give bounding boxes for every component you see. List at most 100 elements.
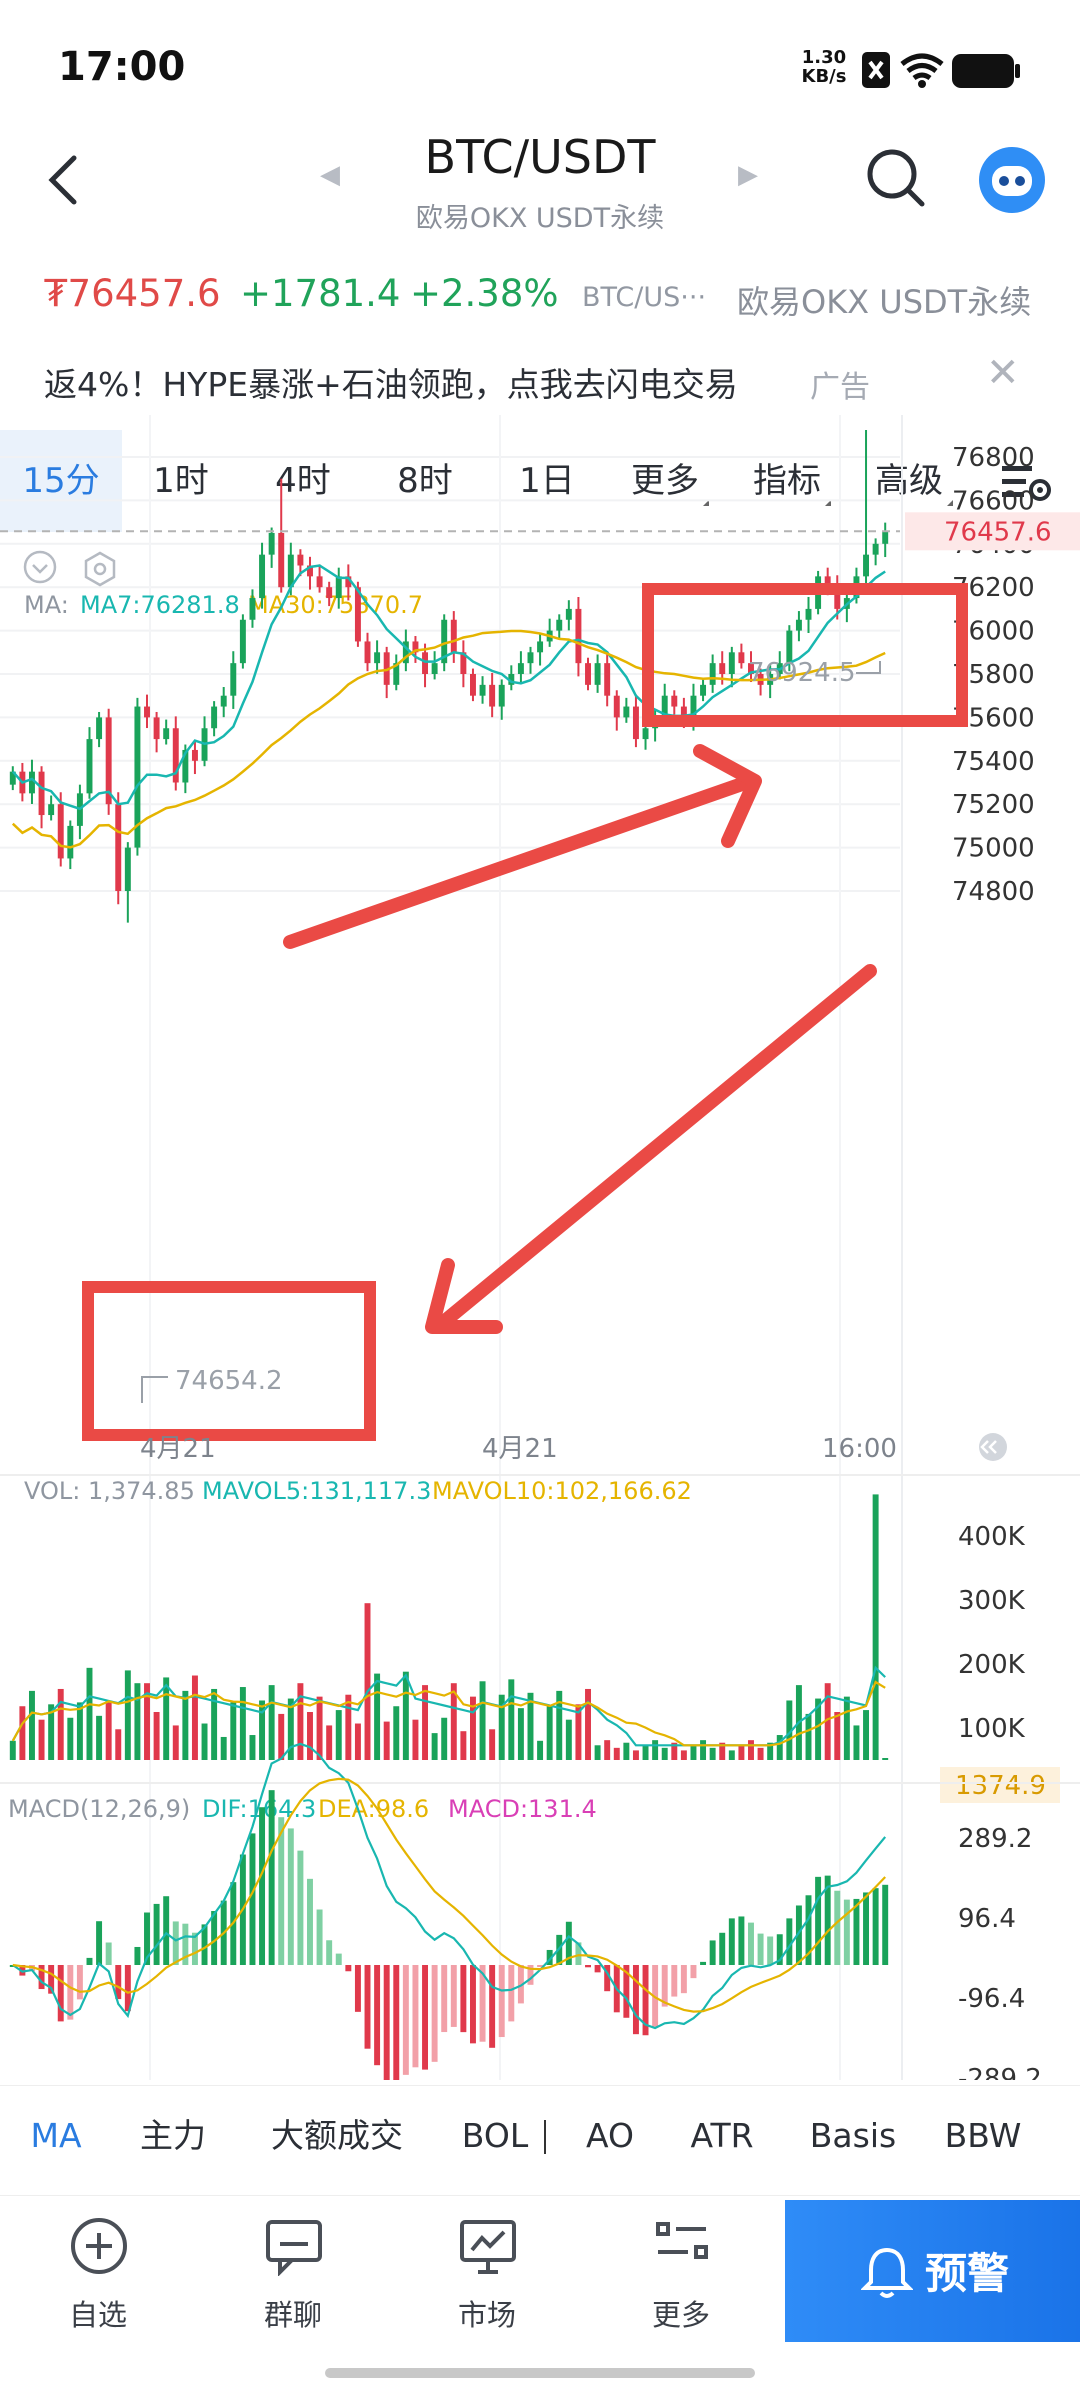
ind-tab-basis[interactable]: Basis: [809, 2116, 897, 2155]
macd-bar: [393, 1965, 400, 2080]
search-icon[interactable]: [864, 146, 928, 210]
candle: [460, 652, 467, 674]
macd-bar: [134, 1946, 141, 1965]
tab-1d[interactable]: 1日: [519, 461, 575, 501]
volume-bar: [86, 1667, 93, 1760]
annotation-low-box: [82, 1281, 376, 1441]
macd-bar: [153, 1903, 160, 1965]
macd-tick-1: 289.2: [958, 1824, 1032, 1854]
tab-4h[interactable]: 4时: [275, 461, 331, 501]
nav-watchlist-label: 自选: [68, 2298, 127, 2332]
candle: [383, 652, 390, 685]
candle: [613, 695, 620, 718]
volume-bar: [96, 1715, 103, 1760]
candle: [537, 641, 544, 653]
candle: [623, 706, 630, 718]
macd-bar: [757, 1933, 764, 1965]
candle: [134, 706, 141, 848]
ind-tab-ma[interactable]: MA: [30, 2116, 82, 2155]
candle: [834, 587, 841, 609]
volume-bar: [690, 1745, 697, 1760]
prev-pair-icon[interactable]: ◀: [320, 160, 340, 190]
ad-tag: 广告: [810, 370, 870, 405]
tab-advanced[interactable]: 高级: [874, 430, 954, 532]
volume-bar: [249, 1735, 256, 1760]
tab-indicators[interactable]: 指标: [752, 430, 832, 532]
volume-bar: [364, 1603, 371, 1760]
add-favorite-icon: [71, 2218, 127, 2274]
alert-button[interactable]: 预警: [785, 2200, 1080, 2342]
mavol10-value: MAVOL10:102,166.62: [432, 1477, 692, 1505]
volume-bar: [57, 1688, 64, 1760]
volume-bar: [469, 1696, 476, 1760]
macd-bar: [201, 1924, 208, 1965]
volume-bar: [815, 1698, 822, 1760]
timeframe-tabs: 15分 1时 4时 8时 1日 更多 指标 高级: [0, 430, 1080, 532]
volume-bar: [863, 1710, 870, 1760]
high-price-label: 76924.5: [748, 658, 856, 688]
macd-bar: [460, 1965, 467, 2033]
candle: [872, 543, 879, 555]
candlestick-chart[interactable]: MA: MA7:76281.8 MA30:75870.7 76800766007…: [0, 350, 1080, 2080]
ind-tab-main[interactable]: 主力: [140, 2116, 206, 2155]
ind-tab-big-trades[interactable]: 大额成交: [271, 2116, 403, 2155]
macd-bar: [105, 1942, 112, 1965]
macd-bar: [834, 1890, 841, 1965]
avatar[interactable]: [978, 146, 1046, 214]
tab-1h[interactable]: 1时: [153, 461, 209, 501]
more-options-icon: [656, 2222, 708, 2259]
page-title: BTC/USDT: [424, 130, 656, 184]
pair-short-name: BTC/US···: [582, 282, 707, 313]
volume-bar: [632, 1750, 639, 1760]
candle: [211, 706, 218, 729]
tab-15m[interactable]: 15分: [0, 430, 122, 532]
nav-more[interactable]: 更多: [606, 2196, 756, 2351]
nav-watchlist[interactable]: 自选: [23, 2196, 173, 2351]
ind-tab-bbw[interactable]: BBW: [944, 2116, 1022, 2155]
next-pair-icon[interactable]: ▶: [738, 160, 758, 190]
volume-bar: [882, 1758, 889, 1760]
volume-bar: [230, 1702, 237, 1760]
network-speed-value: 1.30: [801, 47, 847, 68]
tab-more[interactable]: 更多: [630, 430, 710, 532]
ad-banner-text[interactable]: 返4%！HYPE暴涨+石油领跑，点我去闪电交易: [44, 365, 738, 404]
macd-bar: [450, 1965, 457, 2027]
chart-settings-icon[interactable]: [1000, 462, 1052, 502]
macd-label: MACD(12,26,9): [8, 1795, 190, 1823]
annotation-arrow-down: [433, 964, 877, 1332]
volume-bar: [719, 1742, 726, 1760]
candle: [144, 706, 150, 718]
ind-tab-atr[interactable]: ATR: [690, 2116, 754, 2155]
network-speed: 1.30 KB/s: [797, 48, 851, 86]
close-icon[interactable]: ✕: [986, 350, 1020, 396]
volume-bar: [211, 1688, 218, 1760]
candle: [642, 728, 649, 740]
volume-bar: [517, 1708, 524, 1760]
macd-bar: [182, 1923, 189, 1965]
nav-group-chat[interactable]: 群聊: [218, 2196, 368, 2351]
back-icon[interactable]: [44, 150, 84, 210]
chart-toolbar-icons: [23, 550, 116, 587]
nav-market[interactable]: 市场: [412, 2196, 562, 2351]
macd-bar: [307, 1878, 313, 1965]
volume-bar: [115, 1729, 122, 1760]
volume-bar: [613, 1747, 620, 1760]
volume-bar: [700, 1740, 707, 1760]
ind-tab-ao[interactable]: AO: [586, 2116, 634, 2155]
candle: [489, 684, 496, 707]
macd-bar: [546, 1949, 553, 1965]
volume-bar: [671, 1742, 678, 1760]
ind-tab-bol[interactable]: BOL: [461, 2116, 529, 2155]
candle: [412, 641, 419, 653]
volume-bar: [537, 1740, 544, 1760]
macd-bar: [776, 1934, 783, 1965]
macd-bar: [489, 1965, 496, 2048]
tab-8h[interactable]: 8时: [397, 461, 453, 501]
tab-more-label: 更多: [631, 461, 699, 501]
volume-bar: [805, 1713, 812, 1760]
macd-bar: [76, 1965, 83, 2000]
candle: [345, 576, 352, 588]
candle: [690, 695, 697, 718]
macd-bar: [259, 1807, 266, 1965]
ma7-value: MA7:76281.8: [80, 591, 240, 619]
